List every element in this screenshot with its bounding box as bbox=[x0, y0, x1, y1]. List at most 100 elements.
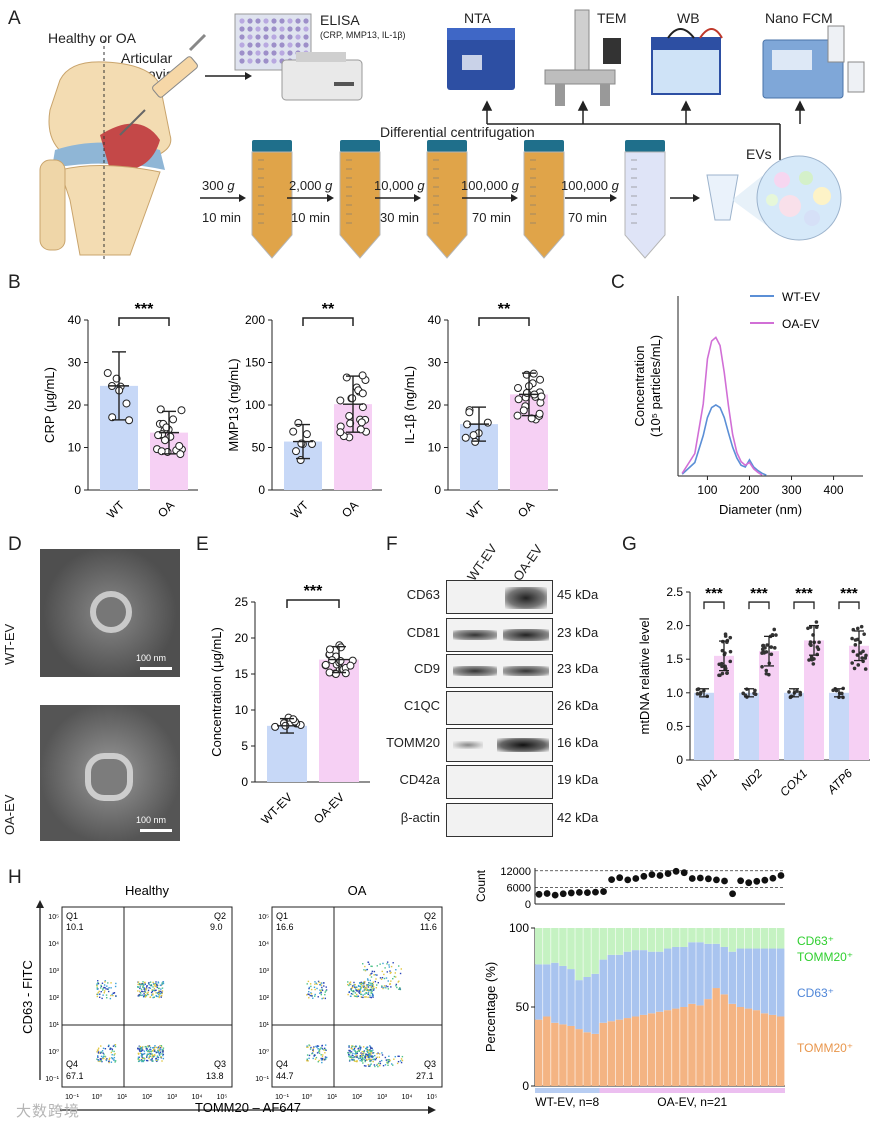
event-dot bbox=[108, 1044, 110, 1047]
blot-cd63 bbox=[446, 580, 553, 614]
stack-segment bbox=[672, 1008, 680, 1086]
event-dot bbox=[320, 984, 323, 986]
event-dot bbox=[350, 1051, 353, 1053]
event-dot bbox=[151, 1059, 153, 1061]
event-dot bbox=[372, 1049, 374, 1051]
count-point bbox=[559, 890, 567, 898]
event-dot bbox=[157, 982, 160, 984]
event-dot bbox=[141, 1057, 144, 1060]
event-dot bbox=[353, 1049, 355, 1051]
q2-value: 9.0 bbox=[210, 922, 223, 932]
event-dot bbox=[110, 982, 112, 984]
event-dot bbox=[97, 1047, 100, 1049]
event-dot bbox=[101, 1060, 103, 1063]
y-decade-label: 10⁻¹ bbox=[45, 1076, 59, 1083]
data-point bbox=[535, 409, 544, 418]
y-tick-label: 150 bbox=[245, 356, 265, 370]
event-dot bbox=[351, 987, 353, 989]
event-dot bbox=[102, 1056, 104, 1059]
event-dot bbox=[114, 985, 117, 988]
event-dot bbox=[138, 1049, 141, 1051]
q2-label: Q2 bbox=[424, 911, 436, 921]
well bbox=[239, 34, 245, 40]
data-point bbox=[289, 427, 298, 436]
event-dot bbox=[360, 993, 363, 996]
event-dot bbox=[144, 991, 147, 993]
data-point bbox=[769, 652, 774, 657]
significance-bracket bbox=[838, 601, 860, 610]
event-dot bbox=[153, 1048, 155, 1051]
event-dot bbox=[158, 996, 160, 999]
y-decade-label: 10³ bbox=[49, 968, 60, 975]
event-dot bbox=[155, 995, 158, 998]
significance-bracket bbox=[478, 317, 530, 326]
event-dot bbox=[105, 994, 108, 996]
event-dot bbox=[104, 986, 106, 989]
event-dot bbox=[382, 962, 384, 965]
stack-segment bbox=[696, 928, 704, 943]
event-dot bbox=[313, 986, 316, 989]
event-dot bbox=[371, 994, 374, 996]
event-dot bbox=[140, 1050, 143, 1052]
event-dot bbox=[373, 988, 375, 990]
event-dot bbox=[307, 993, 309, 995]
blot-cd9 bbox=[446, 654, 553, 688]
event-dot bbox=[160, 1046, 163, 1048]
event-dot bbox=[97, 1049, 100, 1051]
stack-segment bbox=[623, 1018, 632, 1086]
event-dot bbox=[370, 992, 372, 994]
stack-segment bbox=[760, 948, 769, 1014]
event-dot bbox=[359, 1055, 361, 1058]
x-tick-label: WT bbox=[464, 498, 488, 522]
event-dot bbox=[398, 980, 400, 982]
y-tick-label: 0.5 bbox=[666, 719, 683, 733]
event-dot bbox=[360, 988, 362, 990]
event-dot bbox=[387, 1064, 389, 1066]
event-dot bbox=[102, 1057, 104, 1060]
event-dot bbox=[143, 986, 145, 989]
event-dot bbox=[100, 990, 102, 993]
event-dot bbox=[321, 982, 323, 984]
data-point bbox=[346, 661, 355, 670]
event-dot bbox=[138, 994, 141, 996]
data-point bbox=[513, 411, 522, 420]
event-dot bbox=[369, 1050, 371, 1053]
event-dot bbox=[140, 1049, 142, 1051]
event-dot bbox=[362, 985, 365, 988]
event-dot bbox=[139, 1047, 142, 1050]
event-dot bbox=[312, 1057, 314, 1060]
event-dot bbox=[398, 988, 400, 990]
event-dot bbox=[99, 993, 101, 995]
y-tick-label: 50 bbox=[252, 441, 266, 455]
event-dot bbox=[147, 1045, 149, 1047]
event-dot bbox=[159, 1045, 161, 1047]
data-point bbox=[815, 645, 820, 649]
well bbox=[239, 18, 245, 24]
step-2-speed: 2,000 g bbox=[289, 178, 333, 193]
event-dot bbox=[371, 983, 373, 985]
data-point bbox=[483, 418, 492, 427]
event-dot bbox=[370, 991, 373, 993]
x-tick-label: 300 bbox=[782, 483, 802, 497]
event-dot bbox=[385, 987, 387, 989]
event-dot bbox=[321, 988, 323, 991]
count-point bbox=[737, 877, 745, 885]
event-dot bbox=[351, 985, 354, 987]
data-point bbox=[850, 661, 854, 665]
event-dot bbox=[145, 1048, 148, 1050]
event-dot bbox=[370, 1052, 372, 1054]
event-dot bbox=[379, 963, 381, 965]
event-dot bbox=[350, 1046, 353, 1049]
bar-nd1-wt-ev bbox=[694, 692, 714, 760]
x-decade-label: 10² bbox=[352, 1094, 363, 1101]
x-decade-label: 10⁰ bbox=[92, 1093, 103, 1101]
event-dot bbox=[399, 1060, 402, 1062]
data-point bbox=[345, 412, 354, 421]
event-dot bbox=[97, 1055, 99, 1057]
event-dot bbox=[349, 1059, 351, 1061]
step-1-speed: 300 g bbox=[202, 178, 235, 193]
event-dot bbox=[114, 1053, 116, 1055]
event-dot bbox=[160, 988, 162, 990]
event-dot bbox=[113, 1054, 115, 1056]
centrifuge-tube bbox=[339, 140, 381, 259]
